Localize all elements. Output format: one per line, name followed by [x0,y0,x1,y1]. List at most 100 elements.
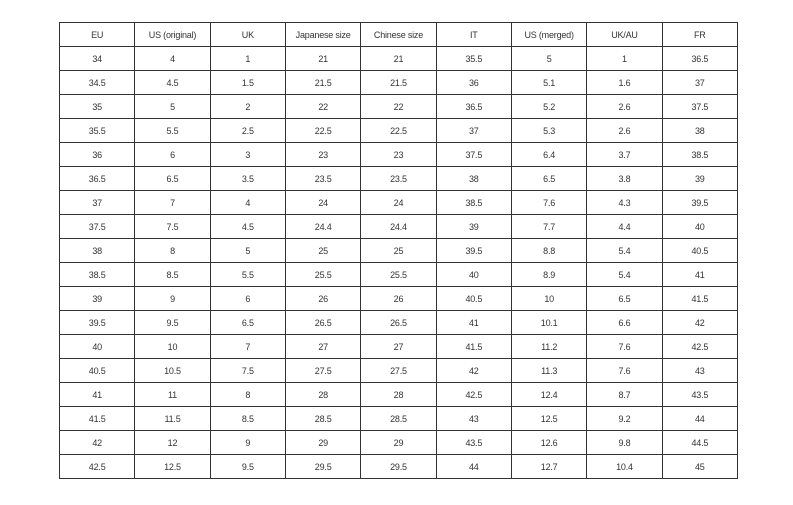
table-cell: 22 [360,94,437,119]
table-row: 39 9 6 26 26 40.5 10 6.5 41.5 [58,286,739,311]
table-cell: 24.4 [360,214,437,239]
table-cell: 38.5 [661,142,739,167]
table-cell: 38.5 [58,262,136,287]
column-header: IT [435,22,512,47]
table-cell: 41 [435,310,512,335]
table-cell: 10.1 [510,310,588,335]
table-cell: 45 [661,454,739,479]
table-cell: 5.5 [209,262,286,287]
table-cell: 42 [661,310,739,335]
table-row: 36 6 3 23 23 37.5 6.4 3.7 38.5 [58,142,739,167]
table-cell: 34.5 [58,70,136,95]
table-row: 41 11 8 28 28 42.5 12.4 8.7 43.5 [58,382,739,407]
table-cell: 40.5 [661,238,739,263]
table-cell: 7.6 [586,334,663,359]
table-cell: 1.6 [586,70,663,95]
table-row: 35.5 5.5 2.5 22.5 22.5 37 5.3 2.6 38 [58,118,739,143]
table-cell: 9.8 [586,430,663,455]
table-cell: 26.5 [284,310,362,335]
table-cell: 37.5 [435,142,512,167]
table-row: 42.5 12.5 9.5 29.5 29.5 44 12.7 10.4 45 [58,454,739,479]
table-cell: 39.5 [58,310,136,335]
table-cell: 40.5 [435,286,512,311]
table-cell: 29.5 [360,454,437,479]
column-header: Japanese size [284,22,362,47]
table-cell: 43.5 [661,382,739,407]
table-cell: 21.5 [360,70,437,95]
table-cell: 42 [58,430,136,455]
table-cell: 8.9 [510,262,588,287]
table-cell: 23.5 [360,166,437,191]
table-cell: 21 [284,46,362,71]
table-cell: 6 [209,286,286,311]
table-cell: 38 [58,238,136,263]
table-cell: 12 [134,430,211,455]
table-cell: 7.5 [209,358,286,383]
table-cell: 39 [435,214,512,239]
table-cell: 42 [435,358,512,383]
table-cell: 3.5 [209,166,286,191]
table-cell: 11.5 [134,406,211,431]
table-cell: 23 [284,142,362,167]
table-cell: 6.6 [586,310,663,335]
column-header: US (merged) [510,22,588,47]
column-header: EU [58,22,136,47]
table-cell: 4.3 [586,190,663,215]
table-cell: 35.5 [435,46,512,71]
table-cell: 10.5 [134,358,211,383]
table-row: 37.5 7.5 4.5 24.4 24.4 39 7.7 4.4 40 [58,214,739,239]
table-cell: 25.5 [360,262,437,287]
table-cell: 38 [661,118,739,143]
table-cell: 7.6 [586,358,663,383]
table-cell: 43 [661,358,739,383]
table-cell: 39.5 [661,190,739,215]
table-cell: 8.5 [209,406,286,431]
table-cell: 7.5 [134,214,211,239]
table-cell: 37.5 [58,214,136,239]
table-cell: 6.5 [134,166,211,191]
table-cell: 25 [360,238,437,263]
table-cell: 29 [360,430,437,455]
table-cell: 24.4 [284,214,362,239]
table-cell: 29 [284,430,362,455]
table-cell: 24 [360,190,437,215]
table-cell: 12.6 [510,430,588,455]
table-cell: 22 [284,94,362,119]
table-cell: 27.5 [284,358,362,383]
table-cell: 40 [58,334,136,359]
table-row: 42 12 9 29 29 43.5 12.6 9.8 44.5 [58,430,739,455]
table-row: 39.5 9.5 6.5 26.5 26.5 41 10.1 6.6 42 [58,310,739,335]
table-cell: 34 [58,46,136,71]
table-cell: 9.5 [209,454,286,479]
table-cell: 5.4 [586,262,663,287]
table-cell: 2.5 [209,118,286,143]
table-cell: 5 [134,94,211,119]
table-cell: 25.5 [284,262,362,287]
table-cell: 43 [435,406,512,431]
table-cell: 6.5 [586,286,663,311]
table-cell: 12.5 [134,454,211,479]
table-cell: 1 [209,46,286,71]
table-cell: 3.8 [586,166,663,191]
table-cell: 5 [209,238,286,263]
table-cell: 28 [284,382,362,407]
table-row: 41.5 11.5 8.5 28.5 28.5 43 12.5 9.2 44 [58,406,739,431]
table-cell: 44 [435,454,512,479]
table-row: 40.5 10.5 7.5 27.5 27.5 42 11.3 7.6 43 [58,358,739,383]
table-cell: 23 [360,142,437,167]
column-header: FR [661,22,739,47]
table-cell: 35 [58,94,136,119]
table-cell: 43.5 [435,430,512,455]
table-cell: 12.5 [510,406,588,431]
table-cell: 44 [661,406,739,431]
table-cell: 39 [58,286,136,311]
table-row: 34.5 4.5 1.5 21.5 21.5 36 5.1 1.6 37 [58,70,739,95]
table-cell: 6.5 [510,166,588,191]
table-cell: 41 [58,382,136,407]
table-cell: 39 [661,166,739,191]
table-cell: 5.2 [510,94,588,119]
table-cell: 26.5 [360,310,437,335]
table-cell: 40.5 [58,358,136,383]
table-cell: 22.5 [284,118,362,143]
table-cell: 22.5 [360,118,437,143]
